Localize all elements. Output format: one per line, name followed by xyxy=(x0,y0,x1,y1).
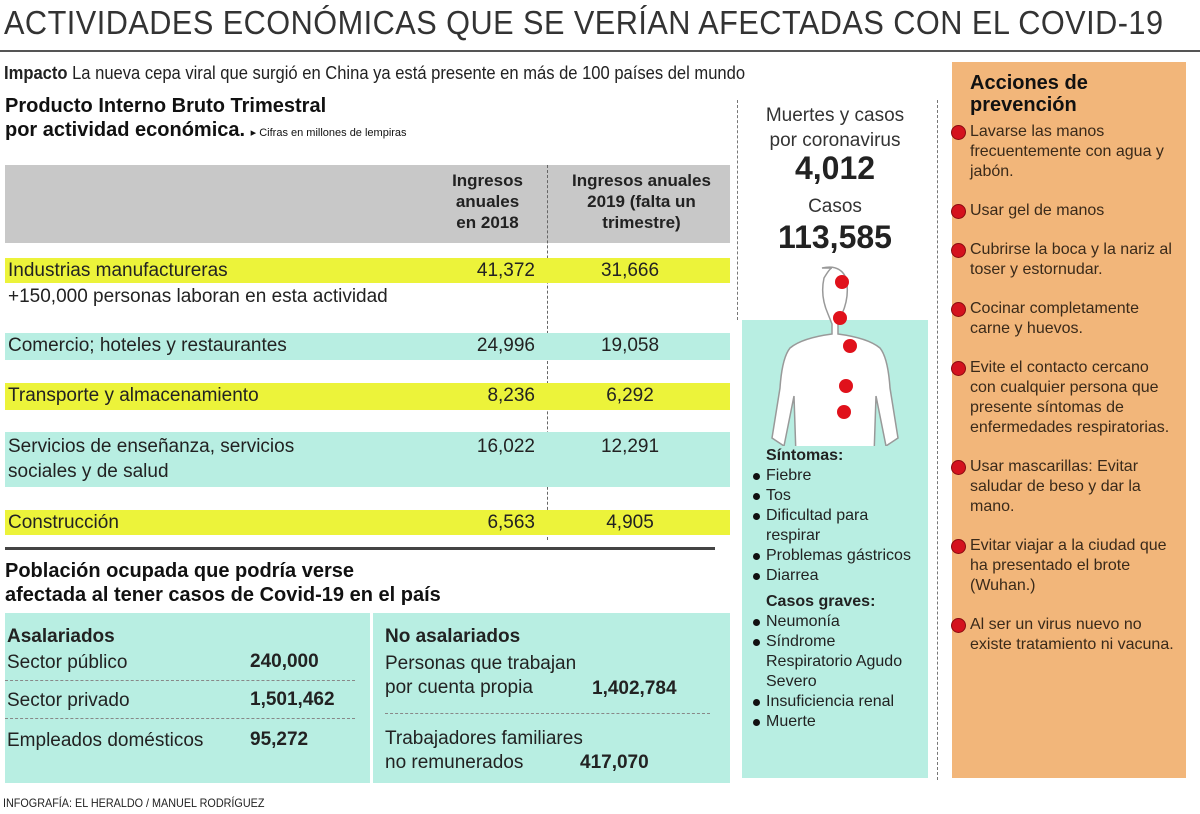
prevention-row: Al ser un virus nuevo no existe tratamie… xyxy=(951,615,1185,655)
impact-line: Impacto La nueva cepa viral que surgió e… xyxy=(4,63,745,84)
human-body-illustration xyxy=(771,266,899,446)
red-bullet-icon xyxy=(951,243,966,258)
poblacion-divider xyxy=(370,613,373,783)
severe-item: Síndrome Respiratorio Agudo Severo xyxy=(752,632,926,692)
asalariados-title: Asalariados xyxy=(7,626,115,647)
poblacion-box xyxy=(5,613,730,783)
no-asalariados-title: No asalariados xyxy=(385,626,521,647)
page-title: ACTIVIDADES ECONÓMICAS QUE SE VERÍAN AFE… xyxy=(4,4,1164,41)
prevention-row: Usar gel de manos xyxy=(951,201,1185,221)
title-divider xyxy=(0,50,1200,52)
asalariado-value: 1,501,462 xyxy=(250,689,335,710)
no-asalariado-value: 417,070 xyxy=(580,752,649,773)
symptom-item: Diarrea xyxy=(752,566,926,586)
table-row: Construcción 6,563 4,905 xyxy=(5,510,730,535)
header-2018: Ingresos anuales en 2018 xyxy=(452,171,523,232)
prevention-item: Evite el contacto cercano con cualquier … xyxy=(970,359,1170,436)
sintomas-title: Síntomas: xyxy=(766,447,844,464)
asalariado-label: Empleados domésticos xyxy=(7,730,204,751)
prevention-item: Usar mascarillas: Evitar saludar de beso… xyxy=(970,458,1141,515)
prevention-item: Cubrirse la boca y la nariz al toser y e… xyxy=(970,241,1172,278)
table-header: Ingresos anuales en 2018 Ingresos anuales 2… xyxy=(5,165,730,243)
prevention-row: Evitar viajar a la ciudad que ha present… xyxy=(951,536,1185,596)
symptoms-column: Síntomas: Fiebre Tos Dificultad para res… xyxy=(752,446,926,738)
red-bullet-icon xyxy=(951,125,966,140)
red-bullet-icon xyxy=(951,302,966,317)
stats-heading: Muertes y casos por coronavirus xyxy=(765,105,905,151)
separator xyxy=(385,713,710,714)
impact-label: Impacto xyxy=(4,63,68,83)
cases-label: Casos xyxy=(808,196,862,217)
asalariado-label: Sector público xyxy=(7,652,128,673)
table-row: Servicios de enseñanza, servicios sociale… xyxy=(5,432,730,487)
prevention-title: Acciones de prevención xyxy=(970,72,1088,116)
prevention-row: Evite el contacto cercano con cualquier … xyxy=(951,358,1185,438)
red-bullet-icon xyxy=(951,361,966,376)
table-row: Transporte y almacenamiento 8,236 6,292 xyxy=(5,383,730,410)
pib-title: Producto Interno Bruto Trimestral por ac… xyxy=(5,94,407,145)
pib-note: ▸ Cifras en millones de lempiras xyxy=(250,127,407,139)
impact-text: La nueva cepa viral que surgió en China … xyxy=(67,63,746,83)
prevention-row: Usar mascarillas: Evitar saludar de beso… xyxy=(951,457,1185,517)
symptom-item: Tos xyxy=(752,486,926,506)
prevention-item: Lavarse las manos frecuentemente con agu… xyxy=(970,123,1164,180)
prevention-item: Evitar viajar a la ciudad que ha present… xyxy=(970,537,1167,594)
red-bullet-icon xyxy=(951,460,966,475)
prevention-panel xyxy=(952,62,1186,778)
section-divider xyxy=(5,547,715,550)
column-divider xyxy=(737,100,738,320)
cases-count: 113,585 xyxy=(778,219,892,255)
header-2019: Ingresos anuales 2019 (falta un trimestre) xyxy=(572,171,711,232)
table-row: Industrias manufactureras 41,372 31,666 xyxy=(5,258,730,283)
column-divider xyxy=(937,100,938,780)
prevention-item: Usar gel de manos xyxy=(970,202,1105,219)
graves-list: Neumonía Síndrome Respiratorio Agudo Sev… xyxy=(752,612,926,732)
poblacion-title: Población ocupada que podría verse afecta… xyxy=(5,560,441,606)
red-bullet-icon xyxy=(951,204,966,219)
prevention-item: Cocinar completamente carne y huevos. xyxy=(970,300,1139,337)
red-bullet-icon xyxy=(951,618,966,633)
sintomas-list: Fiebre Tos Dificultad para respirar Prob… xyxy=(752,466,926,586)
asalariado-label: Sector privado xyxy=(7,690,130,711)
severe-item: Neumonía xyxy=(752,612,926,632)
red-bullet-icon xyxy=(951,539,966,554)
no-asalariado-value: 1,402,784 xyxy=(592,678,677,699)
separator xyxy=(5,718,355,719)
graves-title: Casos graves: xyxy=(766,593,876,610)
symptom-item: Dificultad para respirar xyxy=(752,506,926,546)
prevention-row: Lavarse las manos frecuentemente con agu… xyxy=(951,122,1185,182)
pib-title-line1: Producto Interno Bruto Trimestral xyxy=(5,95,327,117)
table-row: Comercio; hoteles y restaurantes 24,996 19… xyxy=(5,333,730,360)
severe-item: Muerte xyxy=(752,712,926,732)
credit: INFOGRAFÍA: EL HERALDO / MANUEL RODRÍGUE… xyxy=(3,796,265,810)
severe-item: Insuficiencia renal xyxy=(752,692,926,712)
deaths-count: 4,012 xyxy=(794,150,876,186)
no-asalariado-label: Trabajadores familiares no remunerados xyxy=(385,728,583,773)
no-asalariado-label: Personas que trabajan por cuenta propia xyxy=(385,653,577,698)
separator xyxy=(5,680,355,681)
symptom-item: Problemas gástricos xyxy=(752,546,926,566)
prevention-item: Al ser un virus nuevo no existe tratamie… xyxy=(970,616,1174,653)
symptom-item: Fiebre xyxy=(752,466,926,486)
asalariado-value: 240,000 xyxy=(250,651,319,672)
prevention-row: Cubrirse la boca y la nariz al toser y e… xyxy=(951,240,1185,280)
row-note: +150,000 personas laboran en esta activi… xyxy=(8,286,388,307)
prevention-list: Lavarse las manos frecuentemente con agu… xyxy=(951,122,1185,674)
pib-title-text: por actividad económica. xyxy=(5,119,246,141)
pib-title-line2: por actividad económica. ▸ Cifras en mil… xyxy=(5,118,407,145)
prevention-row: Cocinar completamente carne y huevos. xyxy=(951,299,1185,339)
asalariado-value: 95,272 xyxy=(250,729,309,750)
